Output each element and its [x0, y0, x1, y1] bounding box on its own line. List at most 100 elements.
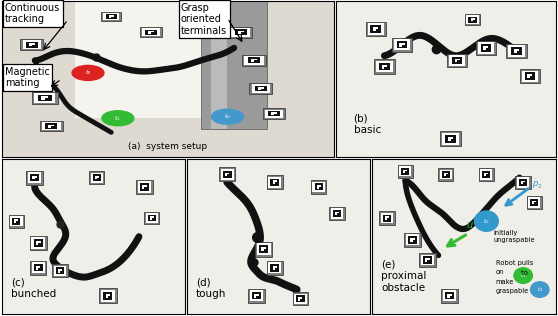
Bar: [323, 185, 325, 187]
FancyBboxPatch shape: [145, 212, 159, 224]
Bar: [247, 32, 250, 34]
Bar: [39, 176, 41, 178]
Bar: [35, 48, 37, 49]
Bar: [138, 181, 140, 183]
Bar: [373, 33, 376, 35]
Bar: [522, 76, 525, 78]
Bar: [413, 244, 415, 246]
Bar: [271, 177, 273, 179]
Bar: [450, 300, 452, 301]
Bar: [39, 181, 41, 183]
Bar: [330, 211, 333, 213]
FancyBboxPatch shape: [268, 177, 281, 188]
Bar: [34, 262, 36, 264]
Bar: [263, 84, 267, 86]
Bar: [142, 29, 145, 31]
Bar: [117, 13, 119, 14]
Bar: [261, 296, 263, 298]
Bar: [491, 52, 494, 53]
Bar: [252, 88, 254, 90]
Bar: [456, 133, 459, 135]
Bar: [149, 189, 151, 191]
Bar: [305, 301, 307, 302]
Bar: [145, 191, 147, 192]
Bar: [407, 175, 410, 176]
Bar: [267, 86, 270, 87]
Bar: [232, 176, 234, 178]
Bar: [535, 72, 538, 74]
Bar: [384, 61, 387, 63]
Bar: [400, 39, 402, 41]
Bar: [259, 243, 262, 245]
Bar: [432, 260, 434, 262]
Bar: [37, 172, 39, 174]
Bar: [149, 191, 151, 192]
Bar: [232, 35, 234, 37]
Bar: [387, 216, 389, 218]
FancyBboxPatch shape: [466, 15, 479, 24]
Bar: [117, 18, 119, 19]
Bar: [31, 239, 33, 241]
Bar: [448, 296, 450, 298]
Bar: [442, 135, 445, 137]
Bar: [16, 216, 18, 218]
Bar: [232, 31, 234, 32]
Bar: [268, 251, 271, 253]
Bar: [145, 35, 148, 36]
Bar: [111, 15, 114, 16]
Bar: [381, 220, 383, 222]
Bar: [232, 171, 234, 173]
Bar: [32, 40, 35, 42]
Bar: [432, 258, 434, 260]
Bar: [538, 201, 540, 203]
Bar: [247, 28, 250, 29]
Bar: [154, 35, 157, 36]
FancyBboxPatch shape: [508, 45, 525, 57]
Bar: [514, 45, 517, 47]
Bar: [247, 31, 250, 32]
Bar: [267, 88, 270, 90]
Bar: [490, 169, 492, 171]
Bar: [32, 178, 35, 179]
Bar: [508, 51, 511, 53]
Bar: [34, 96, 38, 98]
Bar: [274, 116, 277, 118]
Bar: [95, 176, 97, 178]
Bar: [453, 143, 456, 144]
Bar: [279, 184, 281, 186]
Bar: [469, 23, 470, 24]
Bar: [487, 178, 488, 179]
Bar: [530, 206, 532, 208]
Bar: [254, 91, 258, 93]
Bar: [15, 225, 16, 227]
Bar: [532, 201, 534, 203]
Bar: [267, 90, 270, 91]
Bar: [452, 290, 454, 292]
Bar: [18, 225, 21, 227]
Bar: [530, 74, 532, 76]
Bar: [449, 64, 452, 66]
Bar: [151, 28, 154, 29]
Bar: [463, 62, 465, 64]
FancyBboxPatch shape: [372, 159, 556, 314]
Bar: [145, 28, 148, 29]
FancyBboxPatch shape: [30, 235, 47, 250]
Bar: [101, 181, 103, 183]
Bar: [54, 269, 56, 271]
Bar: [381, 23, 383, 25]
Bar: [56, 274, 58, 276]
Bar: [519, 45, 522, 47]
FancyBboxPatch shape: [368, 23, 383, 35]
Bar: [261, 60, 263, 62]
Bar: [117, 14, 119, 15]
Bar: [381, 25, 383, 27]
Bar: [443, 292, 445, 294]
FancyBboxPatch shape: [34, 93, 55, 103]
Bar: [456, 139, 459, 141]
Bar: [457, 64, 460, 66]
Circle shape: [211, 109, 243, 124]
Bar: [42, 268, 45, 270]
Bar: [407, 45, 410, 46]
Bar: [454, 292, 456, 294]
Bar: [400, 175, 401, 176]
